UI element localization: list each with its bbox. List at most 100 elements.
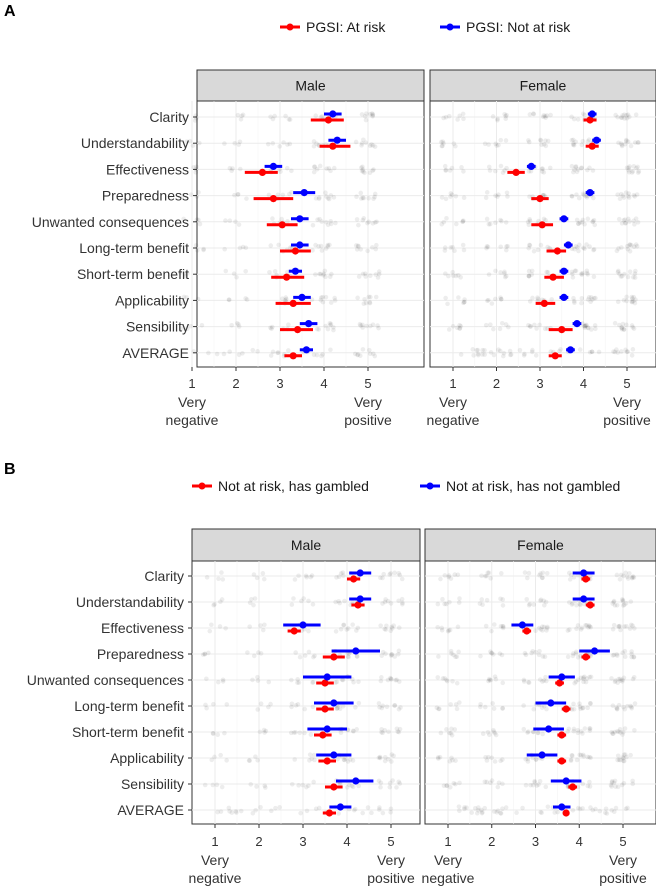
raw-point — [216, 576, 221, 582]
raw-point — [362, 296, 367, 302]
raw-point — [538, 809, 543, 815]
raw-point — [603, 806, 609, 812]
raw-point — [320, 294, 325, 300]
x-annotation-low: negative — [166, 412, 219, 428]
raw-point — [579, 300, 584, 306]
raw-point — [617, 271, 622, 277]
raw-point — [621, 218, 627, 223]
raw-point — [328, 322, 333, 328]
raw-point — [625, 139, 631, 144]
raw-point — [591, 247, 596, 253]
raw-point — [367, 300, 373, 306]
raw-point — [602, 810, 608, 816]
raw-point — [619, 273, 625, 279]
raw-point — [531, 111, 536, 116]
raw-point — [524, 575, 530, 581]
raw-point — [540, 628, 545, 633]
raw-point — [484, 573, 489, 579]
raw-point — [624, 322, 629, 328]
raw-point — [335, 705, 341, 711]
raw-point — [226, 297, 232, 303]
x-annotation-high: Very — [609, 852, 637, 868]
raw-point — [319, 353, 324, 359]
raw-point — [535, 295, 540, 300]
mean-point — [553, 247, 562, 255]
raw-point — [367, 170, 373, 176]
raw-point — [525, 759, 531, 764]
raw-point — [440, 676, 446, 681]
raw-point — [191, 165, 196, 170]
raw-point — [581, 676, 586, 682]
legend-item: PGSI: Not at risk — [440, 19, 571, 35]
raw-point — [237, 166, 243, 172]
raw-point — [572, 300, 577, 306]
raw-point — [223, 218, 228, 223]
raw-point — [243, 268, 248, 274]
raw-point — [240, 351, 245, 356]
raw-point — [540, 679, 545, 684]
raw-point — [260, 571, 266, 576]
raw-point — [530, 295, 535, 301]
raw-point — [397, 781, 403, 786]
raw-point — [270, 141, 276, 146]
mean-point — [321, 679, 329, 687]
raw-point — [346, 651, 352, 656]
raw-point — [333, 680, 338, 685]
raw-point — [495, 194, 500, 199]
raw-point — [495, 784, 501, 790]
raw-point — [287, 191, 292, 197]
raw-point — [588, 624, 594, 630]
raw-point — [488, 780, 493, 786]
raw-point — [629, 649, 634, 654]
raw-point — [531, 248, 537, 254]
mean-point — [527, 162, 535, 170]
raw-point — [262, 730, 267, 735]
raw-point — [583, 622, 588, 628]
raw-point — [314, 326, 320, 332]
raw-point — [340, 703, 346, 709]
raw-point — [464, 805, 469, 810]
raw-point — [495, 116, 500, 122]
raw-point — [531, 729, 536, 735]
raw-point — [627, 248, 633, 254]
mean-point — [566, 346, 575, 354]
raw-point — [522, 570, 528, 575]
x-annotation-low: negative — [427, 412, 480, 428]
raw-point — [277, 144, 283, 149]
raw-point — [350, 784, 356, 790]
raw-point — [525, 219, 531, 225]
raw-point — [258, 804, 263, 810]
mean-point — [580, 595, 588, 603]
raw-point — [292, 577, 298, 582]
raw-point — [449, 726, 454, 732]
raw-point — [627, 219, 632, 224]
raw-point — [255, 349, 260, 354]
raw-point — [571, 295, 576, 301]
raw-point — [492, 296, 498, 302]
raw-point — [436, 706, 441, 712]
raw-point — [480, 809, 485, 815]
raw-point — [618, 115, 624, 120]
mean-point — [323, 757, 331, 765]
raw-point — [484, 245, 489, 251]
raw-point — [336, 598, 341, 604]
raw-point — [570, 753, 575, 758]
raw-point — [503, 322, 509, 327]
raw-point — [480, 602, 485, 608]
raw-point — [266, 679, 272, 685]
mean-point — [350, 575, 358, 583]
x-tick-label: 3 — [536, 376, 543, 391]
raw-point — [224, 758, 229, 763]
raw-point — [543, 784, 549, 790]
raw-point — [623, 190, 629, 195]
raw-point — [549, 297, 554, 302]
raw-point — [486, 297, 491, 303]
raw-point — [498, 137, 504, 143]
raw-point — [585, 216, 591, 222]
raw-point — [571, 651, 576, 656]
raw-point — [633, 242, 639, 247]
raw-point — [609, 807, 615, 813]
raw-point — [445, 628, 451, 634]
raw-point — [389, 652, 394, 657]
